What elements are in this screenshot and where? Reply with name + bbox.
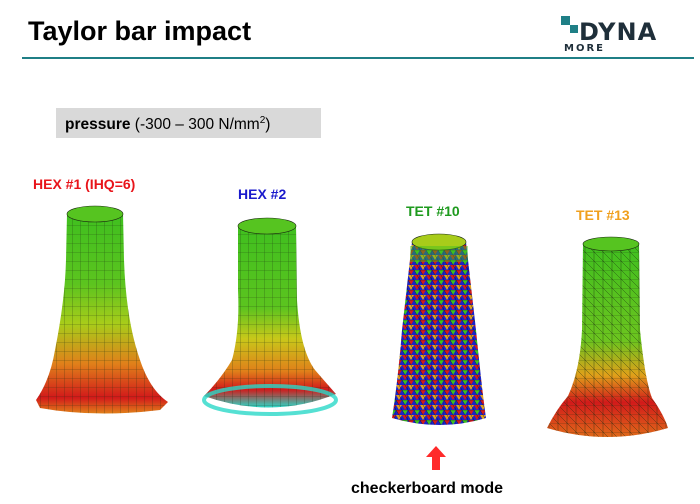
bar-hex1 [36, 205, 168, 414]
checkerboard-caption: checkerboard mode [351, 480, 504, 497]
slide-title: Taylor bar impact [28, 16, 252, 46]
label-tet10: TET #10 [406, 203, 460, 219]
legend-range-close: ) [265, 116, 271, 134]
svg-text:MORE: MORE [564, 43, 605, 52]
bar-hex2 [202, 217, 338, 416]
label-tet13: TET #13 [576, 207, 630, 223]
up-arrow-icon [426, 446, 446, 470]
label-hex2: HEX #2 [238, 186, 287, 202]
title-divider [22, 57, 694, 59]
svg-text:DYNA: DYNA [579, 18, 657, 46]
bar-tet10 [392, 233, 486, 425]
legend-exponent: 2 [259, 115, 266, 126]
dynamore-logo: DYNA MORE [561, 16, 657, 52]
legend-text: pressure (-300 – 300 N/mm2) [65, 115, 270, 134]
legend-range: (-300 – 300 N/mm [130, 116, 260, 134]
legend-box [56, 108, 321, 138]
label-hex1: HEX #1 (IHQ=6) [33, 176, 136, 192]
legend-quantity: pressure [65, 116, 131, 134]
bar-tet13 [547, 236, 668, 437]
